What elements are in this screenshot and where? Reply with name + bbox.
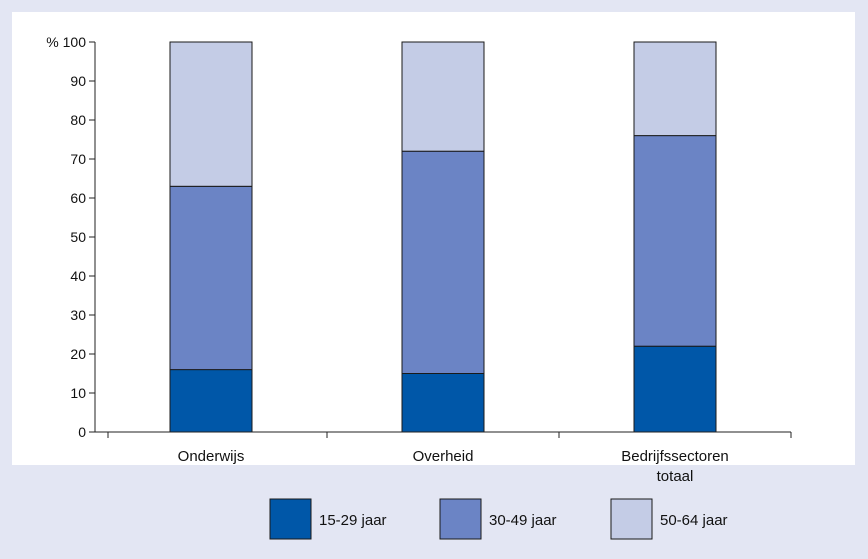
bar-segment-15-29-jaar-2 xyxy=(633,345,717,433)
legend-label-2: 50-64 jaar xyxy=(660,512,728,529)
y-tick-label-40: 40 xyxy=(70,268,86,284)
y-tick-label-70: 70 xyxy=(70,151,86,167)
x-category-label-line: Onderwijs xyxy=(178,448,245,465)
legend: 15-29 jaar 30-49 jaar 50-64 jaar xyxy=(269,498,728,540)
bars-group xyxy=(169,41,717,433)
bar-segment-50-64-jaar-2 xyxy=(633,41,717,137)
bar-segment-15-29-jaar-1 xyxy=(401,373,485,433)
bar-segment-50-64-jaar-1 xyxy=(401,41,485,152)
x-category-label-line: Bedrijfssectoren xyxy=(621,448,729,465)
y-tick-label-0: 0 xyxy=(78,424,86,440)
x-category-label-0: Onderwijs xyxy=(178,448,245,465)
y-tick-label-20: 20 xyxy=(70,346,86,362)
bar-segment-50-64-jaar-0 xyxy=(169,41,253,187)
legend-label-0: 15-29 jaar xyxy=(319,512,387,529)
y-tick-label-90: 90 xyxy=(70,73,86,89)
y-tick-label-30: 30 xyxy=(70,307,86,323)
y-tick-label-100: % 100 xyxy=(46,34,86,50)
legend-swatch-0 xyxy=(269,498,312,540)
legend-swatch-2 xyxy=(610,498,653,540)
bar-segment-30-49-jaar-1 xyxy=(401,150,485,374)
axes-group: 0 10 20 30 40 50 60 70 80 90 % 100 Onderwijs Overhei… xyxy=(46,34,792,485)
x-category-label-2: Bedrijfssectoren totaal xyxy=(621,448,729,485)
y-tick-label-10: 10 xyxy=(70,385,86,401)
bar-segment-30-49-jaar-2 xyxy=(633,135,717,347)
x-category-label-line: totaal xyxy=(657,468,694,485)
bar-segment-30-49-jaar-0 xyxy=(169,185,253,371)
x-category-label-1: Overheid xyxy=(413,448,474,465)
bar-segment-15-29-jaar-0 xyxy=(169,369,253,433)
legend-label-1: 30-49 jaar xyxy=(489,512,557,529)
y-tick-label-50: 50 xyxy=(70,229,86,245)
y-tick-label-60: 60 xyxy=(70,190,86,206)
x-category-label-line: Overheid xyxy=(413,448,474,465)
legend-swatch-1 xyxy=(439,498,482,540)
y-tick-label-80: 80 xyxy=(70,112,86,128)
